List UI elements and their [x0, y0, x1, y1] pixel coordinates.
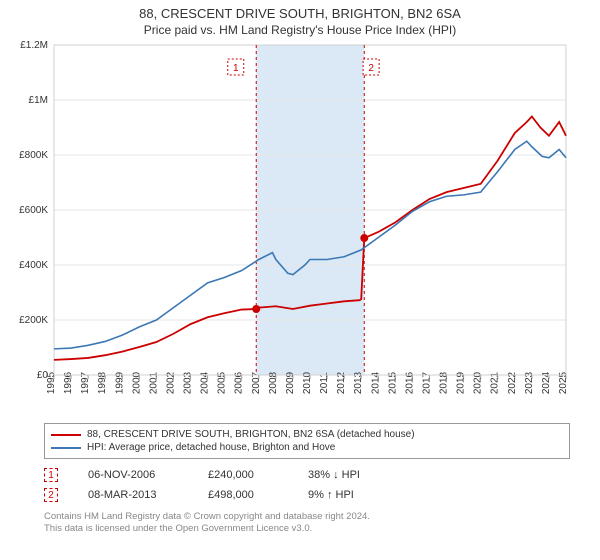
- svg-text:£1.2M: £1.2M: [20, 40, 48, 51]
- sale-delta: 38% ↓ HPI: [308, 469, 388, 481]
- legend: 88, CRESCENT DRIVE SOUTH, BRIGHTON, BN2 …: [44, 423, 570, 459]
- svg-text:1: 1: [233, 63, 239, 74]
- footer-line: Contains HM Land Registry data © Crown c…: [44, 511, 570, 523]
- legend-item: HPI: Average price, detached house, Brig…: [51, 441, 563, 454]
- legend-swatch: [51, 434, 81, 436]
- legend-item: 88, CRESCENT DRIVE SOUTH, BRIGHTON, BN2 …: [51, 428, 563, 441]
- svg-text:£800K: £800K: [19, 150, 48, 161]
- sale-price: £240,000: [208, 469, 278, 481]
- sale-price: £498,000: [208, 489, 278, 501]
- sales-row: 2 08-MAR-2013 £498,000 9% ↑ HPI: [44, 485, 570, 505]
- svg-text:£1M: £1M: [29, 95, 48, 106]
- legend-swatch: [51, 447, 81, 449]
- sale-date: 06-NOV-2006: [88, 469, 178, 481]
- svg-text:£600K: £600K: [19, 205, 48, 216]
- chart-subtitle: Price paid vs. HM Land Registry's House …: [0, 23, 600, 37]
- sale-delta: 9% ↑ HPI: [308, 489, 388, 501]
- chart-container: 88, CRESCENT DRIVE SOUTH, BRIGHTON, BN2 …: [0, 0, 600, 560]
- legend-label: 88, CRESCENT DRIVE SOUTH, BRIGHTON, BN2 …: [87, 429, 415, 440]
- legend-label: HPI: Average price, detached house, Brig…: [87, 442, 335, 453]
- svg-text:2: 2: [368, 63, 374, 74]
- svg-text:£200K: £200K: [19, 315, 48, 326]
- chart-plot-area: £0£200K£400K£600K£800K£1M£1.2M1995199619…: [10, 39, 580, 419]
- chart-svg: £0£200K£400K£600K£800K£1M£1.2M1995199619…: [10, 39, 580, 419]
- chart-title: 88, CRESCENT DRIVE SOUTH, BRIGHTON, BN2 …: [0, 6, 600, 21]
- sales-table: 1 06-NOV-2006 £240,000 38% ↓ HPI 2 08-MA…: [44, 465, 570, 505]
- footer-line: This data is licensed under the Open Gov…: [44, 523, 570, 535]
- sales-row: 1 06-NOV-2006 £240,000 38% ↓ HPI: [44, 465, 570, 485]
- title-block: 88, CRESCENT DRIVE SOUTH, BRIGHTON, BN2 …: [0, 0, 600, 39]
- svg-text:£400K: £400K: [19, 260, 48, 271]
- footer-attribution: Contains HM Land Registry data © Crown c…: [44, 511, 570, 536]
- sale-date: 08-MAR-2013: [88, 489, 178, 501]
- sale-marker-icon: 1: [44, 468, 58, 482]
- sale-marker-icon: 2: [44, 488, 58, 502]
